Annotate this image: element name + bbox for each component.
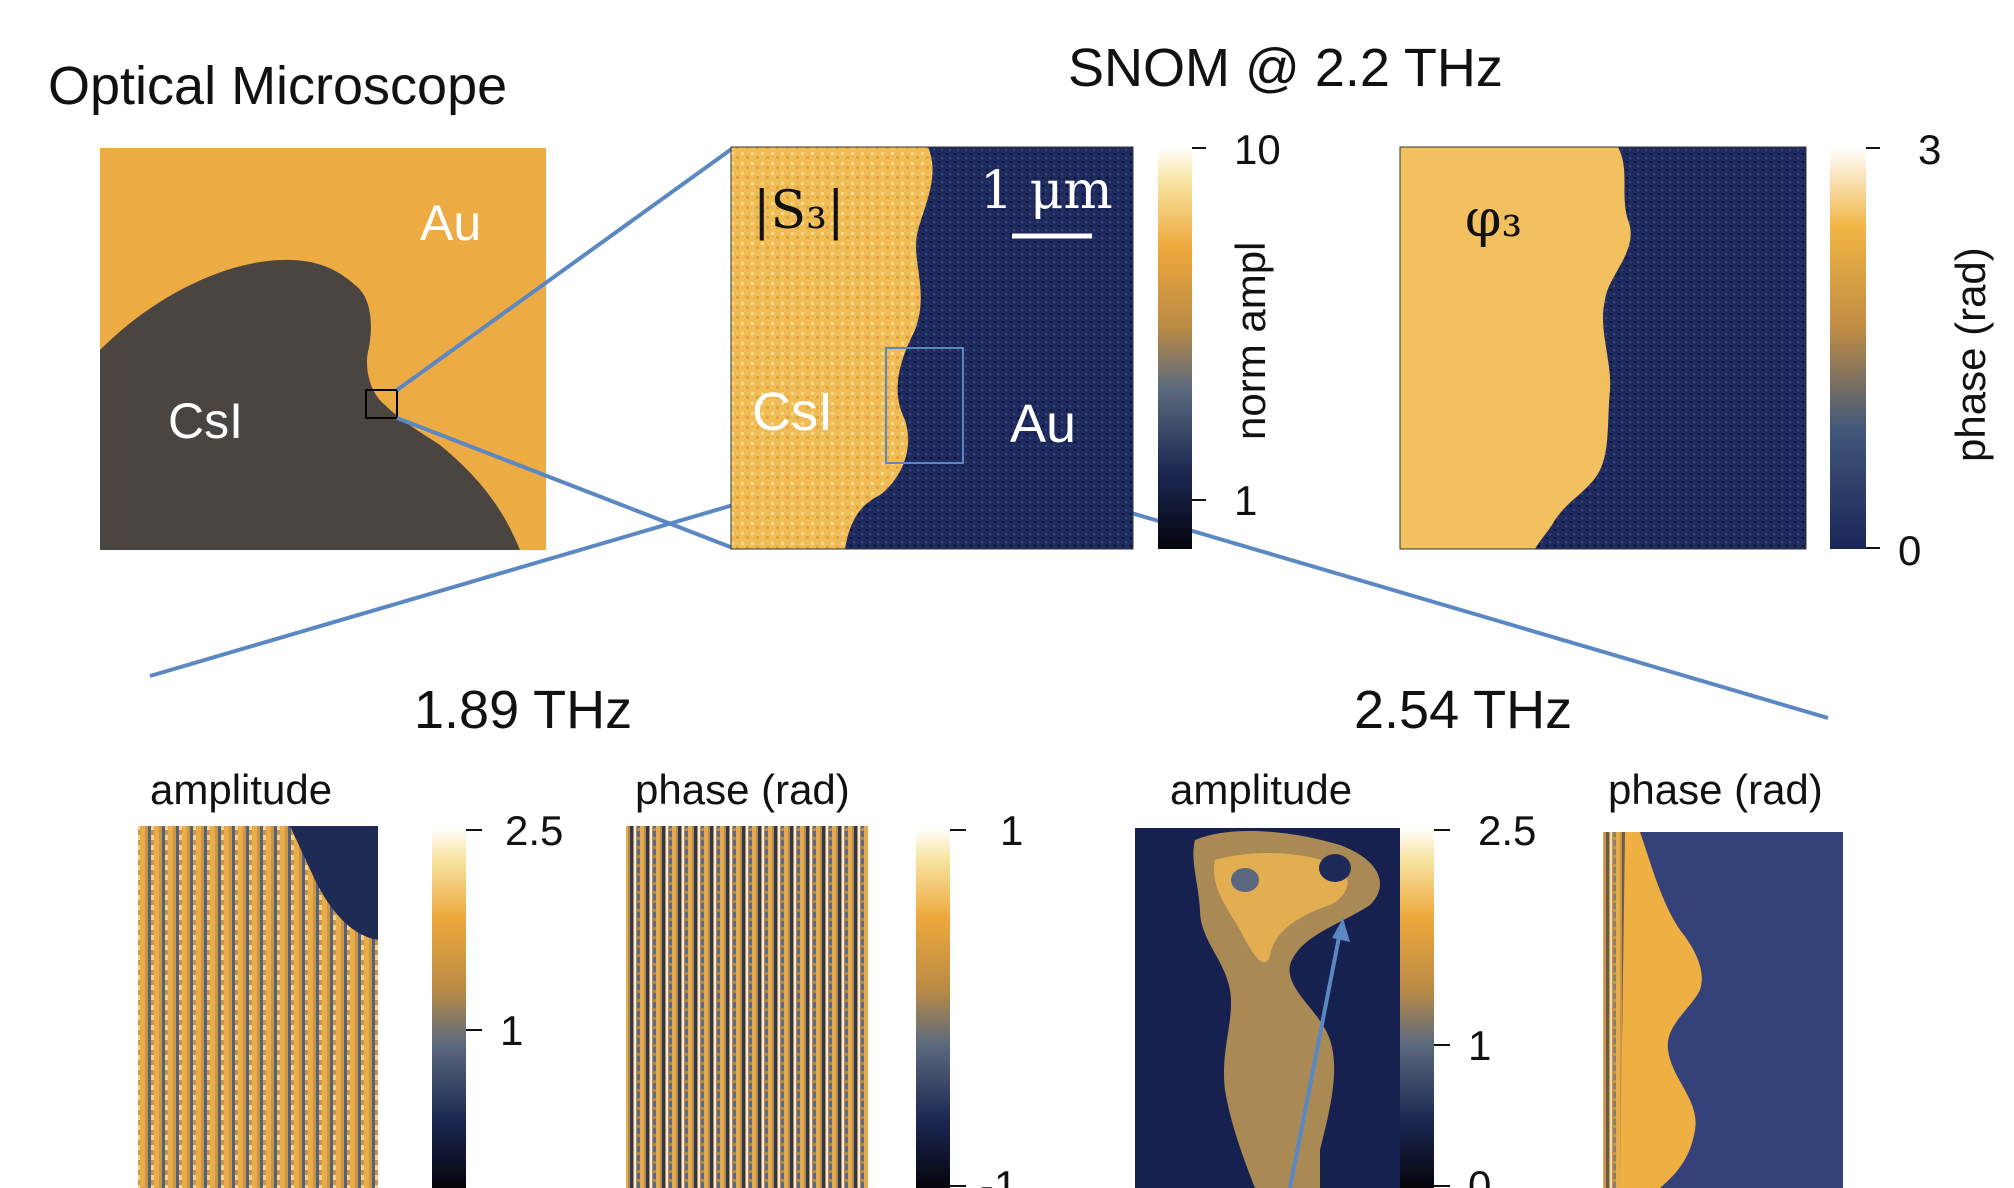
snom-label-au: Au <box>1010 394 1076 454</box>
lower-left-phase-tick-top: 1 <box>1000 807 1023 854</box>
lower-right-amp-title: amplitude <box>1170 766 1352 813</box>
snom-amplitude-map <box>730 146 1134 550</box>
lower-left-phase-title: phase (rad) <box>635 766 850 813</box>
snom-phase-label: φ₃ <box>1465 189 1522 249</box>
optical-label-au: Au <box>420 195 481 251</box>
snom-amp-tick-1: 1 <box>1234 477 1257 524</box>
lower-right-arrow <box>1288 931 1342 1188</box>
lower-right-amp-tick-top: 2.5 <box>1478 807 1536 854</box>
optical-image <box>100 148 546 550</box>
lower-right-amp-tick-mid: 1 <box>1468 1022 1491 1069</box>
lower-left-amp-tick-top: 2.5 <box>505 807 563 854</box>
snom-amp-label: |S₃| <box>753 181 845 241</box>
snom-phase-colorbar <box>1830 147 1880 549</box>
lower-right-arrowhead <box>1332 918 1350 942</box>
lower-left-amp-tick-mid: 1 <box>500 1007 523 1054</box>
lower-right-phase-map <box>1603 832 1843 1188</box>
snom-title: SNOM @ 2.2 THz <box>1068 38 1503 98</box>
lower-left-amplitude-map <box>138 826 378 1188</box>
lower-left-phase-map <box>626 826 868 1188</box>
snom-phase-cbar-label: phase (rad) <box>1947 247 1994 462</box>
optical-label-csi: CsI <box>168 393 243 449</box>
lower-left-title: 1.89 THz <box>414 680 632 740</box>
lower-right-title: 2.54 THz <box>1354 680 1572 740</box>
lower-left-phase-tick-bottom: -1 <box>980 1162 1017 1188</box>
lower-right-amp-colorbar <box>1400 828 1450 1188</box>
snom-phase-map <box>1399 146 1807 550</box>
snom-amp-tick-10: 10 <box>1234 126 1281 173</box>
snom-label-csi: CsI <box>752 382 833 442</box>
optical-zoom-box <box>365 389 398 419</box>
scale-bar-label: 1 μm <box>980 161 1113 221</box>
lower-left-phase-colorbar <box>916 828 966 1188</box>
optical-title: Optical Microscope <box>48 56 507 116</box>
snom-phase-tick-3: 3 <box>1918 126 1941 173</box>
snom-amp-cbar-label: norm ampl <box>1227 242 1274 440</box>
snom-phase-tick-0: 0 <box>1898 527 1921 574</box>
lower-left-amp-title: amplitude <box>150 766 332 813</box>
lower-right-amp-tick-bottom: 0 <box>1468 1162 1491 1188</box>
lower-right-phase-title: phase (rad) <box>1608 766 1823 813</box>
lower-right-amplitude-map <box>1135 828 1410 1188</box>
snom-amp-colorbar <box>1158 147 1206 549</box>
lower-left-amp-colorbar <box>432 828 482 1188</box>
